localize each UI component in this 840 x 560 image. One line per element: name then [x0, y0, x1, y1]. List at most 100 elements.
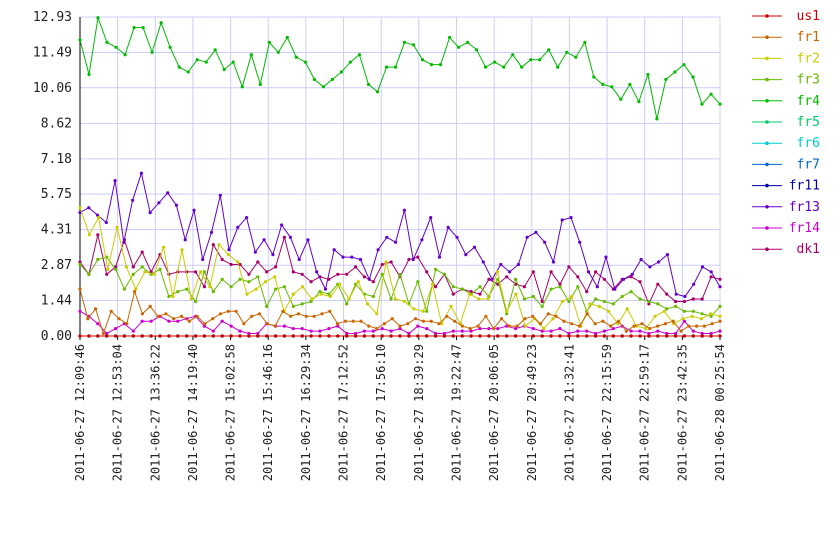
data-point	[619, 97, 623, 101]
data-point	[451, 329, 455, 333]
data-point	[472, 245, 477, 249]
data-point	[240, 85, 244, 89]
data-point	[531, 294, 535, 299]
data-point	[159, 21, 163, 25]
data-point	[148, 211, 152, 215]
data-point	[601, 82, 605, 86]
data-point	[647, 334, 651, 338]
data-point	[460, 324, 464, 328]
data-point	[256, 275, 260, 279]
x-tick-label: 2011-06-27 20:06:05	[487, 344, 501, 481]
data-point	[416, 334, 420, 338]
data-point	[674, 334, 678, 338]
data-point	[551, 317, 555, 321]
data-point	[682, 319, 687, 323]
legend-item-fr11: fr11	[752, 179, 820, 194]
data-point	[570, 322, 574, 326]
data-point	[238, 334, 242, 338]
data-point	[556, 65, 560, 69]
data-point	[466, 40, 470, 45]
data-point	[523, 317, 527, 321]
data-point	[531, 270, 535, 274]
data-point	[611, 302, 615, 306]
data-point	[437, 322, 441, 326]
data-point	[505, 275, 509, 279]
data-point	[149, 334, 153, 338]
y-tick-label: 7.18	[41, 152, 72, 167]
data-point	[496, 327, 500, 331]
legend-item-fr1: fr1	[752, 30, 820, 45]
data-point	[166, 191, 170, 195]
data-point	[558, 334, 562, 338]
data-point	[629, 290, 633, 294]
data-point	[315, 270, 319, 274]
data-point	[429, 63, 434, 67]
data-point	[96, 322, 100, 326]
data-point	[478, 292, 482, 296]
series-fr13	[78, 171, 722, 299]
axes	[79, 17, 721, 340]
data-point	[96, 16, 100, 20]
data-point	[592, 75, 596, 79]
legend-swatch-marker	[765, 162, 769, 167]
x-tick-label: 2011-06-27 20:49:23	[525, 344, 539, 481]
data-point	[354, 265, 358, 269]
data-point	[540, 299, 544, 304]
x-tick-label: 2011-06-27 12:53:04	[111, 344, 125, 481]
data-point	[294, 55, 298, 59]
data-point	[700, 102, 704, 106]
data-point	[222, 67, 226, 72]
data-point	[345, 302, 349, 306]
legend-item-fr3: fr3	[752, 73, 820, 88]
data-point	[140, 265, 144, 269]
data-point	[412, 307, 416, 311]
data-point	[231, 60, 235, 64]
data-point	[558, 282, 562, 286]
data-point	[663, 322, 668, 326]
data-point	[629, 329, 633, 333]
data-point	[186, 70, 190, 74]
x-tick-label: 2011-06-27 15:02:58	[224, 344, 238, 481]
data-point	[348, 60, 352, 64]
data-point	[665, 292, 669, 296]
legend-swatch-marker	[765, 56, 769, 61]
data-point	[540, 334, 544, 338]
data-point	[195, 314, 199, 318]
legend-item-fr5: fr5	[752, 115, 820, 130]
data-point	[358, 257, 363, 262]
data-point	[570, 294, 574, 299]
data-point	[257, 312, 262, 316]
data-point	[271, 253, 275, 257]
data-point	[105, 272, 109, 276]
data-point	[157, 201, 161, 205]
data-point	[648, 265, 652, 269]
data-point	[105, 334, 109, 338]
data-point	[665, 253, 670, 257]
legend-item-fr14: fr14	[752, 221, 820, 236]
data-point	[624, 329, 628, 333]
data-point	[460, 287, 464, 291]
data-point	[425, 309, 429, 313]
data-point	[300, 334, 304, 338]
data-point	[289, 314, 293, 318]
data-point	[158, 334, 162, 338]
data-point	[87, 233, 91, 237]
data-point	[187, 319, 191, 323]
data-point	[460, 329, 464, 333]
data-point	[525, 235, 529, 239]
legend-swatch-marker	[765, 120, 769, 124]
series-dk1	[78, 233, 722, 306]
data-point	[597, 304, 602, 308]
legend-swatch-marker	[765, 205, 769, 209]
legend-item-fr2: fr2	[752, 51, 820, 66]
data-point	[263, 280, 268, 284]
data-point	[265, 304, 269, 308]
data-point	[96, 334, 100, 338]
data-point	[327, 292, 331, 296]
data-point	[453, 319, 457, 323]
data-point	[148, 304, 152, 308]
data-point	[291, 334, 295, 338]
legend-label: fr2	[797, 51, 820, 66]
data-point	[576, 329, 580, 333]
